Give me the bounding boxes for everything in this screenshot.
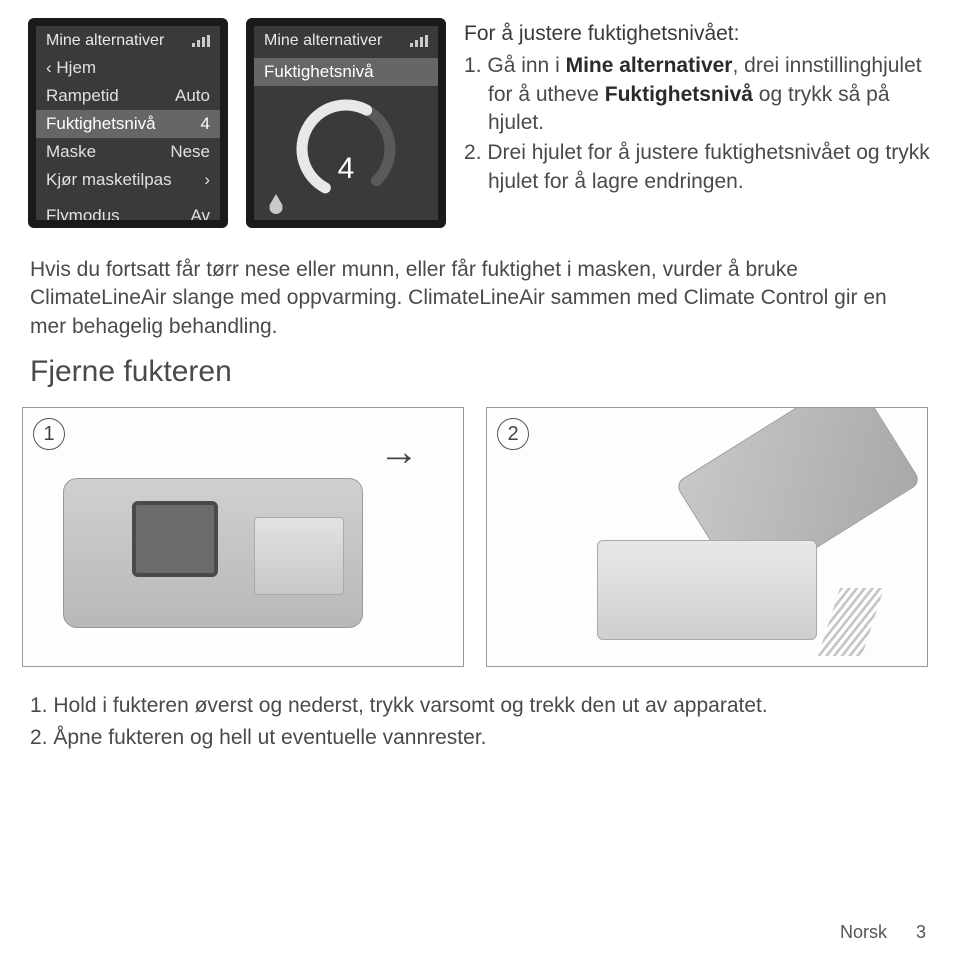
- water-pour-illustration: [818, 588, 884, 656]
- screen2-header: Mine alternativer: [254, 26, 438, 54]
- screen2-label: Fuktighetsnivå: [254, 58, 438, 86]
- menu-row-masketilpas: Kjør masketilpas ›: [36, 166, 220, 194]
- step1-bold2: Fuktighetsnivå: [605, 83, 753, 106]
- water-drop-icon: [268, 194, 284, 214]
- menu-row-spacer: [36, 194, 220, 202]
- bottom-step-1: Hold i fukteren øverst og nederst, trykk…: [30, 691, 920, 721]
- menu-value: Av: [190, 206, 210, 226]
- humidity-dial: 4: [291, 94, 401, 204]
- menu-row-flymodus: Flymodus Av: [36, 202, 220, 228]
- section-title: Fjerne fukteren: [30, 355, 920, 389]
- menu-label: Kjør masketilpas: [46, 170, 172, 190]
- signal-icon: [192, 35, 210, 47]
- screen1-menu-list: ‹ Hjem Rampetid Auto Fuktighetsnivå 4 Ma…: [36, 54, 220, 228]
- menu-value: Auto: [175, 86, 210, 106]
- bottom-steps: Hold i fukteren øverst og nederst, trykk…: [30, 691, 920, 754]
- footer-language: Norsk: [840, 922, 887, 942]
- menu-row-fuktighet: Fuktighetsnivå 4: [36, 110, 220, 138]
- device-screen-dial: Mine alternativer Fuktighetsnivå 4: [246, 18, 446, 228]
- menu-row-home: ‹ Hjem: [36, 54, 220, 82]
- step1-bold1: Mine alternativer: [566, 54, 733, 77]
- cpap-device-illustration: [63, 478, 363, 628]
- arrow-right-icon: →: [379, 430, 419, 475]
- screen2-body: Fuktighetsnivå 4: [254, 54, 438, 220]
- screen1-title: Mine alternativer: [46, 32, 164, 50]
- figure-2: 2: [486, 407, 928, 667]
- screen2-title: Mine alternativer: [264, 32, 382, 50]
- menu-label: Fuktighetsnivå: [46, 114, 156, 134]
- instructions-title: For å justere fuktighetsnivået:: [464, 20, 932, 48]
- device-display-illustration: [132, 501, 218, 577]
- figure-1-number: 1: [33, 418, 65, 450]
- menu-value: ›: [204, 170, 210, 190]
- signal-icon: [410, 35, 428, 47]
- menu-row-rampetid: Rampetid Auto: [36, 82, 220, 110]
- figure-row: 1 → 2: [22, 407, 928, 667]
- screen1-header: Mine alternativer: [36, 26, 220, 54]
- menu-label: Rampetid: [46, 86, 119, 106]
- menu-value: 4: [201, 114, 210, 134]
- page-footer: Norsk 3: [840, 922, 926, 943]
- instructions-block: For å justere fuktighetsnivået: Gå inn i…: [464, 18, 932, 228]
- menu-label: ‹ Hjem: [46, 58, 96, 78]
- menu-label: Flymodus: [46, 206, 120, 226]
- instruction-step-2: Drei hjulet for å justere fuktighetsnivå…: [464, 139, 932, 196]
- footer-page-number: 3: [916, 922, 926, 942]
- menu-label: Maske: [46, 142, 96, 162]
- mid-paragraph: Hvis du fortsatt får tørr nese eller mun…: [30, 256, 920, 341]
- humidifier-tank-illustration: [597, 540, 817, 640]
- dial-value: 4: [291, 152, 401, 186]
- device-screen-menu: Mine alternativer ‹ Hjem Rampetid Auto F…: [28, 18, 228, 228]
- figure-2-number: 2: [497, 418, 529, 450]
- dial-svg: [291, 94, 401, 204]
- instruction-step-1: Gå inn i Mine alternativer, drei innstil…: [464, 52, 932, 137]
- figure-1: 1 →: [22, 407, 464, 667]
- menu-value: Nese: [170, 142, 210, 162]
- bottom-step-2: Åpne fukteren og hell ut eventuelle vann…: [30, 723, 920, 753]
- device-tank-illustration: [254, 517, 344, 595]
- menu-row-maske: Maske Nese: [36, 138, 220, 166]
- step1-pre: Gå inn i: [487, 54, 565, 77]
